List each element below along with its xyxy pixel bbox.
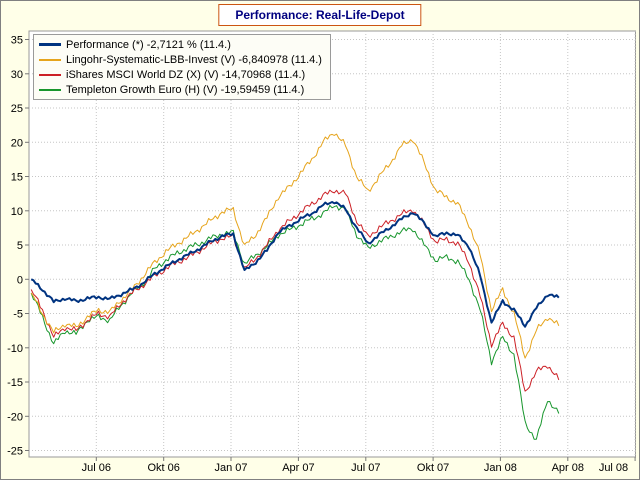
legend-item-templeton[interactable]: Templeton Growth Euro (H) (V) -19,59459 … bbox=[39, 82, 322, 97]
series-color-swatch bbox=[39, 73, 61, 76]
legend-item-performance[interactable]: Performance (*) -2,7121 % (11.4.) bbox=[39, 37, 322, 52]
y-tick-label: 0 bbox=[17, 274, 23, 286]
legend-label: Performance (*) -2,7121 % (11.4.) bbox=[66, 38, 231, 51]
legend-label: Lingohr-Systematic-LBB-Invest (V) -6,840… bbox=[66, 53, 322, 66]
x-tick-label: Jul 06 bbox=[82, 462, 111, 474]
series-color-swatch bbox=[39, 88, 61, 91]
y-tick-label: -20 bbox=[7, 411, 23, 423]
x-tick-label: Jan 07 bbox=[214, 462, 247, 474]
series-line-3 bbox=[30, 204, 560, 440]
legend: Performance (*) -2,7121 % (11.4.) Lingoh… bbox=[33, 34, 331, 100]
legend-label: Templeton Growth Euro (H) (V) -19,59459 … bbox=[66, 83, 305, 96]
plot-area bbox=[28, 30, 636, 458]
x-tick-label: Okt 06 bbox=[147, 462, 179, 474]
y-tick-label: 15 bbox=[11, 172, 23, 184]
y-tick-label: 35 bbox=[11, 35, 23, 47]
series-line-1 bbox=[30, 133, 560, 359]
y-tick-label: -15 bbox=[7, 377, 23, 389]
y-tick-label: -25 bbox=[7, 446, 23, 458]
y-tick-label: 20 bbox=[11, 137, 23, 149]
x-tick-label: Jul 07 bbox=[351, 462, 380, 474]
series-color-swatch bbox=[39, 58, 61, 61]
chart-title-text: Performance: Real-Life-Depot bbox=[235, 8, 405, 22]
series-color-swatch bbox=[39, 43, 61, 46]
x-tick-label: Jan 08 bbox=[484, 462, 517, 474]
x-tick-label: Jul 08 bbox=[599, 462, 628, 474]
x-tick-label: Okt 07 bbox=[417, 462, 449, 474]
y-tick-label: 25 bbox=[11, 103, 23, 115]
chart-title: Performance: Real-Life-Depot bbox=[218, 4, 422, 26]
series-line-0 bbox=[30, 201, 560, 328]
legend-item-ishares[interactable]: iShares MSCI World DZ (X) (V) -14,70968 … bbox=[39, 67, 322, 82]
y-tick-label: 30 bbox=[11, 69, 23, 81]
y-tick-label: -10 bbox=[7, 343, 23, 355]
y-tick-label: 10 bbox=[11, 206, 23, 218]
y-tick-label: -5 bbox=[13, 309, 23, 321]
legend-item-lingohr[interactable]: Lingohr-Systematic-LBB-Invest (V) -6,840… bbox=[39, 52, 322, 67]
x-tick-label: Apr 07 bbox=[282, 462, 314, 474]
series-line-2 bbox=[30, 189, 560, 392]
legend-label: iShares MSCI World DZ (X) (V) -14,70968 … bbox=[66, 68, 306, 81]
y-tick-label: 5 bbox=[17, 240, 23, 252]
x-tick-label: Apr 08 bbox=[552, 462, 584, 474]
